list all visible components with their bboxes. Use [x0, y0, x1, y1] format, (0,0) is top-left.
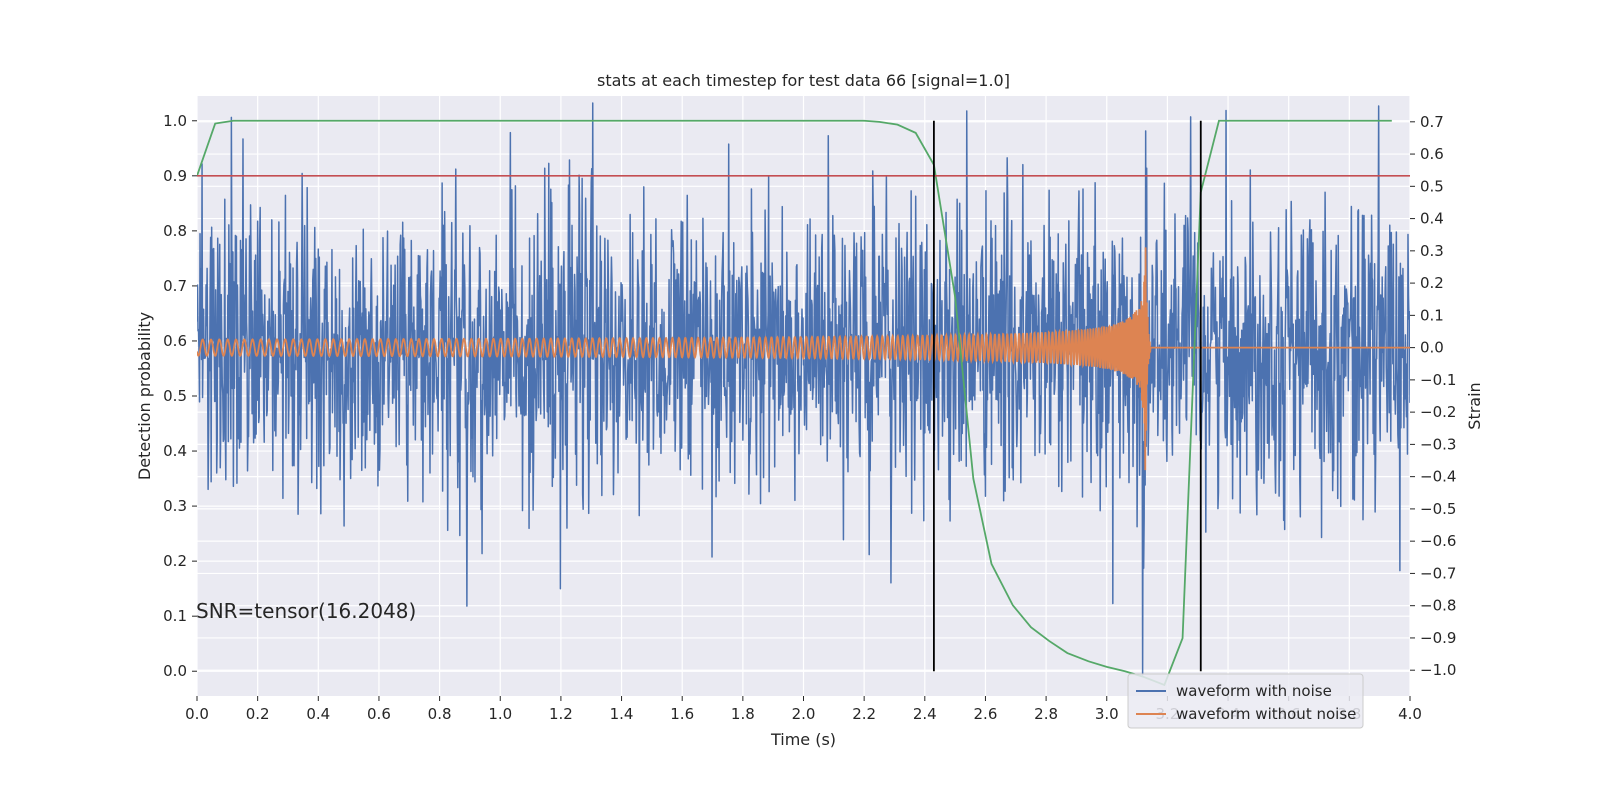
- ticks-layer: 0.0 0.2 0.4 0.6 0.8 1.0 1.2 1.4 1.6 1.8 2.0 2.2 2.4 2…: [163, 112, 1456, 723]
- x-tick-label: 1.4: [610, 705, 634, 723]
- y-left-tick-label: 0.6: [163, 332, 187, 350]
- y-left-tick-label: 0.5: [163, 387, 187, 405]
- y-right-tick-label: −0.4: [1420, 468, 1456, 486]
- left-y-axis-title: Detection probability: [135, 312, 154, 480]
- y-right-tick-label: −1.0: [1420, 661, 1456, 679]
- series-waveform-without-noise-line: [197, 247, 1410, 471]
- y-right-tick-label: −0.2: [1420, 403, 1456, 421]
- y-right-tick-label: 0.7: [1420, 113, 1444, 131]
- y-right-tick-label: −0.8: [1420, 597, 1456, 615]
- snr-annotation: SNR=tensor(16.2048): [196, 599, 416, 623]
- legend-box: [1127, 673, 1364, 729]
- y-left-tick-label: 0.7: [163, 277, 187, 295]
- legend: waveform with noise waveform without noi…: [1127, 673, 1364, 729]
- y-left-tick-label: 1.0: [163, 112, 187, 130]
- y-right-tick-label: 0.1: [1420, 306, 1444, 324]
- y-right-tick-label: −0.6: [1420, 532, 1456, 550]
- x-tick-label: 4.0: [1398, 705, 1422, 723]
- y-right-tick-label: 0.2: [1420, 274, 1444, 292]
- x-tick-label: 0.6: [367, 705, 391, 723]
- legend-label-waveform-without-noise: waveform without noise: [1176, 705, 1356, 723]
- x-tick-label: 2.4: [913, 705, 937, 723]
- y-right-tick-label: 0.4: [1420, 210, 1444, 228]
- x-tick-label: 0.4: [306, 705, 330, 723]
- y-right-tick-label: 0.5: [1420, 177, 1444, 195]
- x-tick-label: 2.0: [792, 705, 816, 723]
- y-right-tick-label: −0.1: [1420, 371, 1456, 389]
- y-right-tick-label: 0.3: [1420, 242, 1444, 260]
- series-layer: [197, 102, 1410, 687]
- y-right-tick-label: 0.6: [1420, 145, 1444, 163]
- y-left-tick-label: 0.1: [163, 607, 187, 625]
- y-left-tick-label: 0.9: [163, 167, 187, 185]
- x-tick-label: 2.2: [852, 705, 876, 723]
- y-right-tick-label: −0.9: [1420, 629, 1456, 647]
- y-right-tick-label: −0.3: [1420, 435, 1456, 453]
- x-tick-label: 1.0: [488, 705, 512, 723]
- x-tick-label: 1.2: [549, 705, 573, 723]
- x-tick-label: 0.0: [185, 705, 209, 723]
- y-right-tick-label: −0.5: [1420, 500, 1456, 518]
- y-right-tick-label: 0.0: [1420, 339, 1444, 357]
- vlines-layer: [932, 120, 1202, 672]
- x-tick-label: 2.8: [1034, 705, 1058, 723]
- series-detection-probability-line: [197, 119, 1392, 687]
- y-left-tick-label: 0.8: [163, 222, 187, 240]
- x-tick-label: 1.6: [670, 705, 694, 723]
- x-tick-label: 3.0: [1095, 705, 1119, 723]
- y-right-tick-label: −0.7: [1420, 564, 1456, 582]
- x-tick-label: 0.2: [246, 705, 270, 723]
- x-tick-label: 0.8: [428, 705, 452, 723]
- x-tick-label: 2.6: [974, 705, 998, 723]
- chart-title: stats at each timestep for test data 66 …: [597, 71, 1010, 90]
- x-tick-label: 1.8: [731, 705, 755, 723]
- y-left-tick-label: 0.4: [163, 442, 187, 460]
- x-axis-title: Time (s): [770, 730, 836, 749]
- legend-label-waveform-with-noise: waveform with noise: [1176, 682, 1332, 700]
- y-left-tick-label: 0.0: [163, 662, 187, 680]
- right-y-axis-title: Strain: [1465, 382, 1484, 429]
- series-waveform-with-noise-line: [197, 102, 1410, 676]
- y-left-tick-label: 0.3: [163, 497, 187, 515]
- y-left-tick-label: 0.2: [163, 552, 187, 570]
